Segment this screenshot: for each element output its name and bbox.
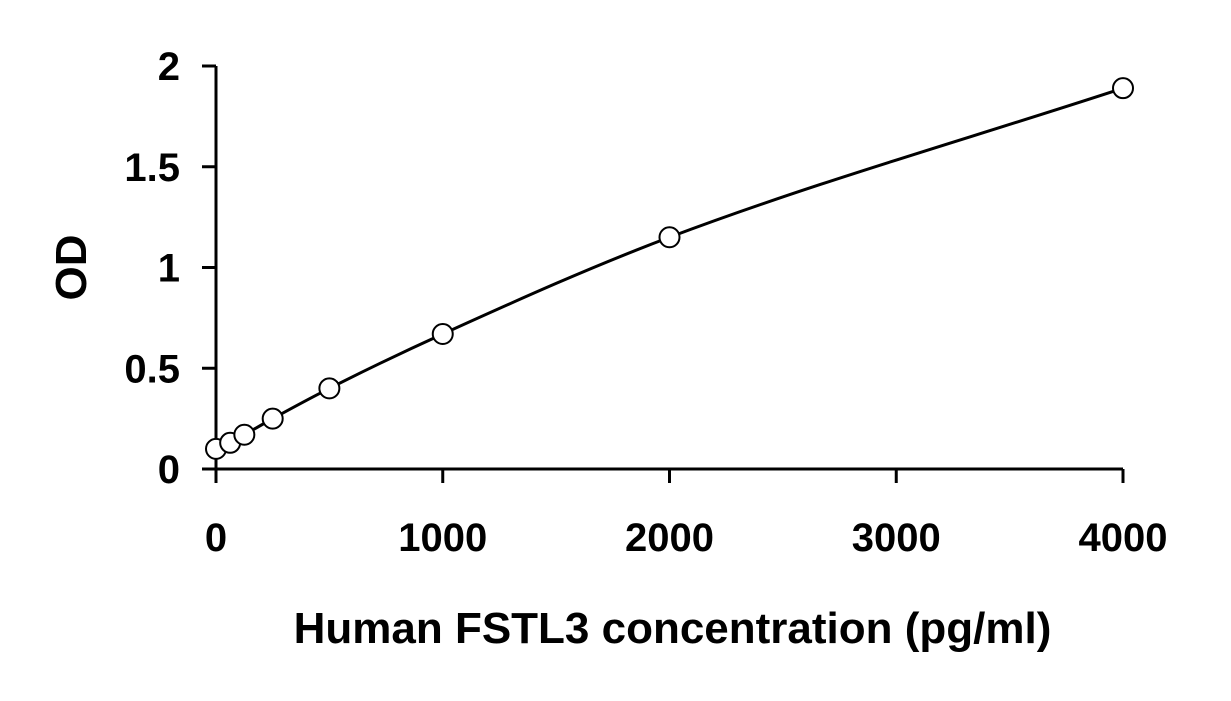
x-tick-label: 1000 [398, 516, 487, 560]
data-point [233, 423, 256, 446]
fit-curve [215, 86, 1124, 451]
x-tick-label: 2000 [625, 516, 714, 560]
y-axis-ticks: 0 0.5 1 1.5 2 [124, 45, 216, 492]
data-point [261, 407, 284, 430]
x-tick-label: 3000 [852, 516, 941, 560]
data-point [431, 322, 454, 345]
y-tick-label: 0 [158, 448, 180, 492]
x-tick-label: 4000 [1079, 516, 1168, 560]
data-point [1112, 77, 1134, 100]
y-tick-label: 1.5 [124, 146, 180, 190]
plot-area: 0 0.5 1 1.5 2 0 1000 2000 3000 4000 [124, 45, 1167, 560]
y-tick-label: 0.5 [124, 347, 180, 391]
x-axis-ticks: 0 1000 2000 3000 4000 [205, 469, 1168, 560]
x-axis-title: Human FSTL3 concentration (pg/ml) [294, 604, 1052, 653]
y-tick-label: 1 [158, 247, 180, 291]
data-point [658, 226, 681, 249]
data-point [318, 377, 341, 400]
x-tick-label: 0 [205, 516, 227, 560]
data-points [205, 77, 1134, 460]
y-tick-label: 2 [158, 45, 180, 89]
y-axis-title: OD [47, 235, 96, 301]
